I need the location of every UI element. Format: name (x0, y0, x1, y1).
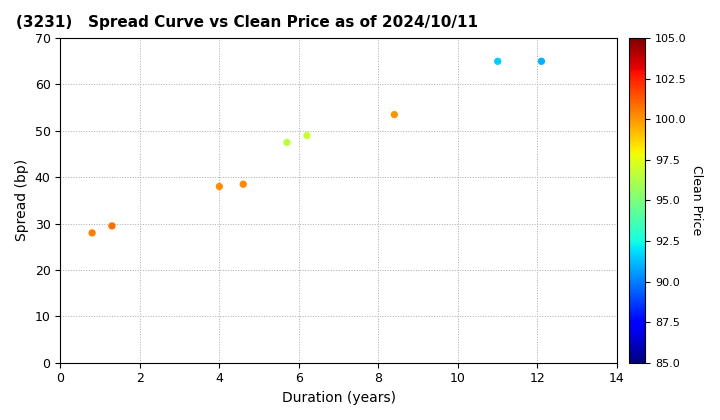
Point (238, 181, 249, 188)
Point (301, 132, 312, 139)
Point (86, 229, 98, 236)
Point (214, 183, 225, 190)
Point (492, 58, 503, 65)
Point (389, 111, 400, 118)
Y-axis label: Clean Price: Clean Price (690, 165, 703, 236)
Point (107, 223, 118, 229)
X-axis label: Duration (years): Duration (years) (282, 391, 396, 405)
Point (282, 139, 293, 146)
Text: (3231)   Spread Curve vs Clean Price as of 2024/10/11: (3231) Spread Curve vs Clean Price as of… (16, 15, 478, 30)
Point (536, 58, 547, 65)
Y-axis label: Spread (bp): Spread (bp) (15, 159, 29, 242)
